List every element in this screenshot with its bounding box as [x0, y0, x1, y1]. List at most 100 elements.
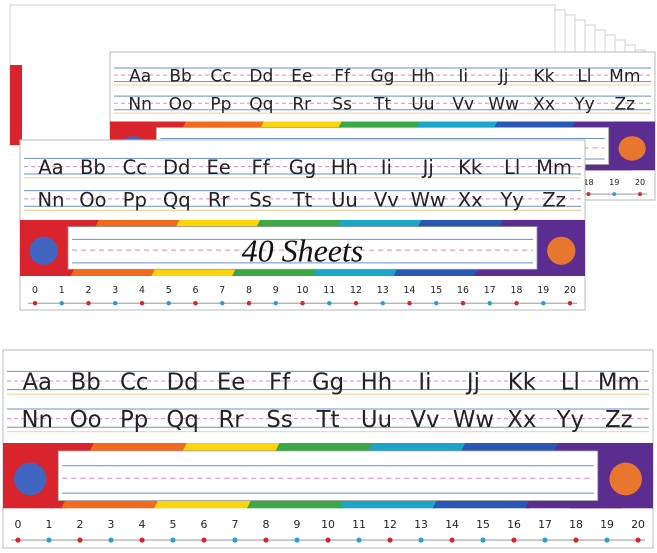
number-label: 19 [600, 518, 614, 531]
letter-pair: Ss [266, 407, 292, 433]
letter-pair: Ff [269, 370, 291, 396]
writing-box [57, 450, 599, 501]
number-label: 13 [414, 518, 428, 531]
letter-pair: Ii [381, 156, 392, 179]
letter-pair: Nn [37, 188, 64, 211]
number-label: 3 [108, 518, 115, 531]
number-dot [77, 537, 83, 543]
number-dot [263, 537, 269, 543]
letter-pair: Aa [129, 67, 151, 87]
letter-pair: Gg [289, 156, 317, 179]
number-dot [567, 300, 573, 306]
number-label: 18 [569, 518, 583, 531]
number-dot [32, 300, 38, 306]
badge-text: 40 Sheets [242, 234, 364, 269]
number-dot [300, 300, 305, 306]
number-label: 19 [537, 285, 549, 296]
number-dot [573, 537, 579, 543]
letter-pair: Xx [458, 188, 483, 211]
name-plate: Aa Bb Cc Dd Ee Ff Gg Hh Ii Jj Kk Ll Mm Nn Oo Pp Qq Rr Ss Tt… [2, 349, 654, 549]
letter-pair: Xx [533, 95, 555, 115]
number-label: 5 [166, 285, 172, 296]
letter-pair: Rr [208, 188, 231, 211]
number-label: 6 [201, 518, 208, 531]
number-dot [166, 300, 171, 306]
letter-pair: Hh [331, 156, 358, 179]
letter-pair: Hh [411, 67, 435, 87]
number-label: 2 [77, 518, 84, 531]
letter-pair: Pp [210, 95, 231, 115]
number-label: 12 [350, 285, 362, 296]
number-dot [273, 300, 278, 306]
number-dot [511, 537, 517, 543]
number-dot [449, 537, 455, 543]
number-dot [246, 300, 252, 306]
number-label: 6 [193, 285, 199, 296]
number-dot [294, 537, 300, 543]
number-dot [46, 537, 52, 543]
hand-print [609, 462, 642, 496]
number-dot [139, 537, 145, 543]
number-dot [220, 300, 225, 306]
letter-pair: Dd [167, 370, 199, 396]
number-dot [193, 300, 198, 306]
number-label: 12 [383, 518, 397, 531]
number-label: 1 [46, 518, 53, 531]
letter-pair: Vv [410, 407, 439, 433]
letter-pair: Bb [169, 67, 191, 87]
letter-pair: Tt [316, 407, 340, 433]
letter-pair: Oo [79, 188, 106, 211]
hand-print [547, 236, 576, 265]
letter-pair: Rr [218, 407, 244, 433]
letter-pair: Ss [332, 95, 352, 115]
number-label: 20 [635, 177, 645, 187]
letter-pair: Qq [166, 407, 198, 433]
number-label: 18 [511, 285, 523, 296]
number-dot [201, 537, 207, 543]
number-dot [113, 300, 118, 306]
letter-pair: Bb [80, 156, 106, 179]
letter-pair: Zz [542, 188, 566, 211]
number-dot [418, 537, 424, 543]
letter-pair: Uu [361, 407, 392, 433]
letter-pair: Qq [163, 188, 191, 211]
number-dot [380, 300, 385, 306]
number-label: 2 [86, 285, 92, 296]
number-dot [407, 300, 412, 306]
letter-pair: Ww [453, 407, 494, 433]
number-label: 9 [294, 518, 301, 531]
letter-pair: Gg [371, 67, 395, 87]
number-dot [586, 192, 591, 197]
letter-pair: Ll [561, 370, 580, 396]
letter-pair: Xx [507, 407, 536, 433]
letter-pair: Qq [249, 95, 273, 115]
letter-pair: Ll [504, 156, 520, 179]
number-dot [612, 192, 617, 197]
number-label: 4 [139, 285, 145, 296]
letter-pair: Cc [210, 67, 231, 87]
number-label: 16 [457, 285, 469, 296]
letter-pair: Mm [598, 370, 640, 396]
number-label: 20 [564, 285, 576, 296]
number-dot [86, 300, 91, 306]
number-dot [514, 300, 519, 306]
letter-pair: Bb [71, 370, 101, 396]
number-label: 7 [219, 285, 225, 296]
letter-pair: Uu [331, 188, 358, 211]
letter-pair: Mm [536, 156, 572, 179]
letter-pair: Dd [163, 156, 190, 179]
letter-pair: Nn [128, 95, 152, 115]
number-dot [232, 537, 238, 543]
letter-pair: Zz [615, 95, 636, 115]
number-dot [480, 537, 486, 543]
letter-pair: Zz [605, 407, 633, 433]
letter-pair: Jj [421, 156, 434, 179]
number-dot [635, 537, 641, 543]
number-label: 3 [112, 285, 118, 296]
number-dot [108, 537, 114, 543]
number-label: 5 [170, 518, 177, 531]
number-dot [170, 537, 176, 543]
letter-pair: Ee [291, 67, 312, 87]
letter-pair: Aa [22, 370, 52, 396]
number-dot [542, 537, 548, 543]
